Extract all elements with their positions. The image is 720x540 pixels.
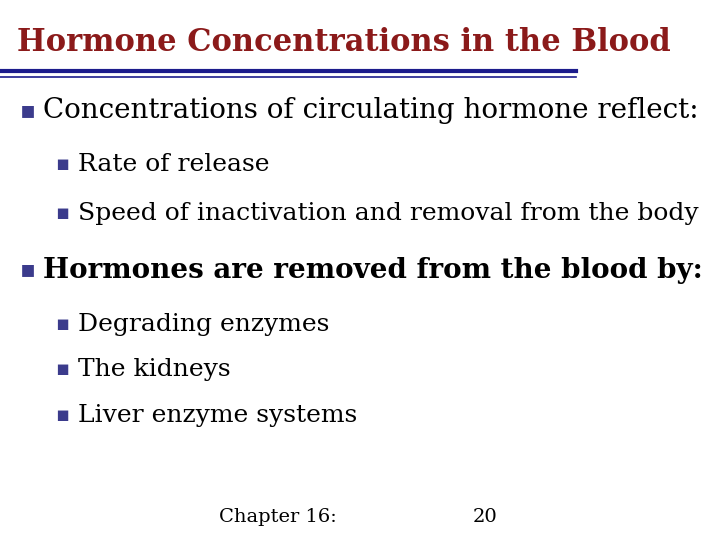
Text: Liver enzyme systems: Liver enzyme systems [78, 404, 357, 427]
Text: 20: 20 [472, 509, 498, 526]
Text: ▪: ▪ [20, 99, 36, 122]
Text: ▪: ▪ [55, 155, 69, 174]
Text: The kidneys: The kidneys [78, 359, 230, 381]
Text: Hormones are removed from the blood by:: Hormones are removed from the blood by: [43, 256, 703, 284]
Text: Chapter 16:: Chapter 16: [219, 509, 337, 526]
Text: ▪: ▪ [55, 314, 69, 334]
Text: Hormone Concentrations in the Blood: Hormone Concentrations in the Blood [17, 27, 671, 58]
Text: Concentrations of circulating hormone reflect:: Concentrations of circulating hormone re… [43, 97, 699, 124]
Text: Speed of inactivation and removal from the body: Speed of inactivation and removal from t… [78, 202, 698, 225]
Text: ▪: ▪ [55, 360, 69, 380]
Text: Degrading enzymes: Degrading enzymes [78, 313, 329, 335]
Text: ▪: ▪ [55, 204, 69, 223]
Text: Rate of release: Rate of release [78, 153, 269, 176]
Text: ▪: ▪ [55, 406, 69, 426]
Text: ▪: ▪ [20, 259, 36, 281]
